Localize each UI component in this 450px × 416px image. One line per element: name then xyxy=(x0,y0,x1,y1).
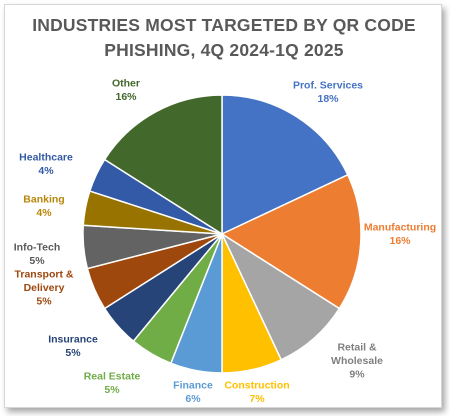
data-label-healthcare: Healthcare 4% xyxy=(19,151,73,177)
data-label-name: Delivery xyxy=(24,282,65,294)
data-label-name: Transport & xyxy=(15,269,74,281)
data-label-name: Finance xyxy=(173,379,213,391)
data-label-name: Wholesale xyxy=(331,355,383,367)
data-label-real-estate: Real Estate 5% xyxy=(84,370,141,396)
data-label-percent: 5% xyxy=(29,255,45,267)
data-label-name: Manufacturing xyxy=(364,221,436,233)
data-label-percent: 18% xyxy=(317,93,339,105)
chart-title-line-1: INDUSTRIES MOST TARGETED BY QR CODE xyxy=(32,15,416,35)
data-label-construction: Construction 7% xyxy=(224,379,289,405)
data-label-banking: Banking 4% xyxy=(23,193,64,219)
data-label-percent: 16% xyxy=(389,235,411,247)
data-label-percent: 16% xyxy=(115,91,137,103)
data-label-retail-and-wholesale: Retail & Wholesale 9% xyxy=(331,342,383,381)
pie-slices xyxy=(82,94,362,374)
data-label-name: Healthcare xyxy=(19,151,73,163)
pie-slice-retail-and-wholesale xyxy=(220,231,341,361)
pie-slice-prof-services xyxy=(221,94,349,236)
pie-chart: Prof. Services 18% Manufacturing 16% Retail … xyxy=(14,77,436,405)
pie-slice-other xyxy=(103,94,223,236)
data-label-name: Real Estate xyxy=(84,370,141,382)
chart-frame: INDUSTRIES MOST TARGETED BY QR CODE PHIS… xyxy=(4,4,442,408)
data-label-insurance: Insurance 5% xyxy=(48,333,98,359)
data-label-percent: 5% xyxy=(104,384,120,396)
data-label-name: Banking xyxy=(23,193,64,205)
data-label-name: Prof. Services xyxy=(293,79,363,91)
data-label-percent: 4% xyxy=(36,207,52,219)
pie-slice-manufacturing xyxy=(220,173,362,310)
data-label-transport-and-delivery: Transport & Delivery 5% xyxy=(15,269,74,308)
data-label-percent: 4% xyxy=(38,165,54,177)
data-label-prof-services: Prof. Services 18% xyxy=(293,79,363,105)
data-label-name: Construction xyxy=(224,379,289,391)
data-label-name: Insurance xyxy=(48,333,98,345)
data-label-name: Retail & xyxy=(337,342,377,354)
data-label-percent: 5% xyxy=(65,347,81,359)
data-label-name: Other xyxy=(112,77,140,89)
data-label-manufacturing: Manufacturing 16% xyxy=(364,221,436,247)
data-label-other: Other 16% xyxy=(112,77,140,103)
data-label-percent: 7% xyxy=(249,393,265,405)
data-label-info-tech: Info-Tech 5% xyxy=(14,241,60,266)
data-label-percent: 6% xyxy=(185,393,201,405)
pie-labels: Prof. Services 18% Manufacturing 16% Retail … xyxy=(14,77,436,405)
chart-title: INDUSTRIES MOST TARGETED BY QR CODE PHIS… xyxy=(5,13,443,63)
data-label-name: Info-Tech xyxy=(14,241,60,253)
data-label-percent: 5% xyxy=(36,296,52,308)
data-label-percent: 9% xyxy=(349,369,365,381)
chart-title-line-2: PHISHING, 4Q 2024-1Q 2025 xyxy=(104,40,344,60)
data-label-finance: Finance 6% xyxy=(173,379,213,405)
